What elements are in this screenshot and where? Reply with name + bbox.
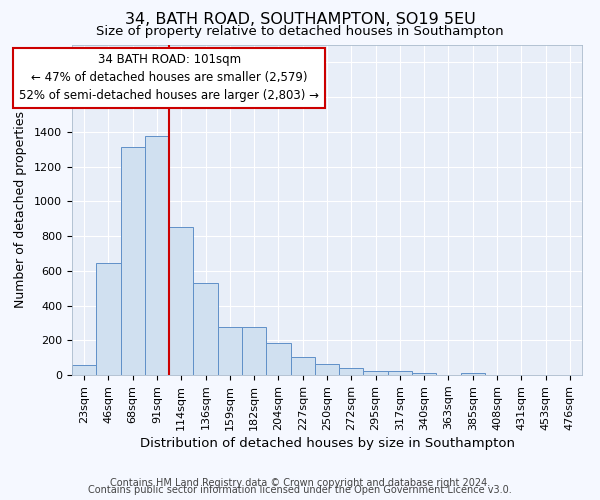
Text: 34, BATH ROAD, SOUTHAMPTON, SO19 5EU: 34, BATH ROAD, SOUTHAMPTON, SO19 5EU <box>125 12 475 28</box>
Bar <box>412 374 436 375</box>
Text: Contains HM Land Registry data © Crown copyright and database right 2024.: Contains HM Land Registry data © Crown c… <box>110 478 490 488</box>
X-axis label: Distribution of detached houses by size in Southampton: Distribution of detached houses by size … <box>139 437 515 450</box>
Bar <box>461 373 485 375</box>
Bar <box>193 283 218 375</box>
Bar <box>290 357 315 375</box>
Bar <box>242 327 266 375</box>
Bar <box>339 368 364 375</box>
Bar <box>169 228 193 375</box>
Text: 34 BATH ROAD: 101sqm
← 47% of detached houses are smaller (2,579)
52% of semi-de: 34 BATH ROAD: 101sqm ← 47% of detached h… <box>19 54 319 102</box>
Bar <box>364 370 388 375</box>
Bar <box>96 263 121 375</box>
Bar <box>388 371 412 375</box>
Bar <box>72 366 96 375</box>
Bar <box>145 136 169 375</box>
Bar <box>121 148 145 375</box>
Bar <box>315 364 339 375</box>
Text: Contains public sector information licensed under the Open Government Licence v3: Contains public sector information licen… <box>88 485 512 495</box>
Bar <box>266 343 290 375</box>
Text: Size of property relative to detached houses in Southampton: Size of property relative to detached ho… <box>96 25 504 38</box>
Bar <box>218 327 242 375</box>
Y-axis label: Number of detached properties: Number of detached properties <box>14 112 27 308</box>
